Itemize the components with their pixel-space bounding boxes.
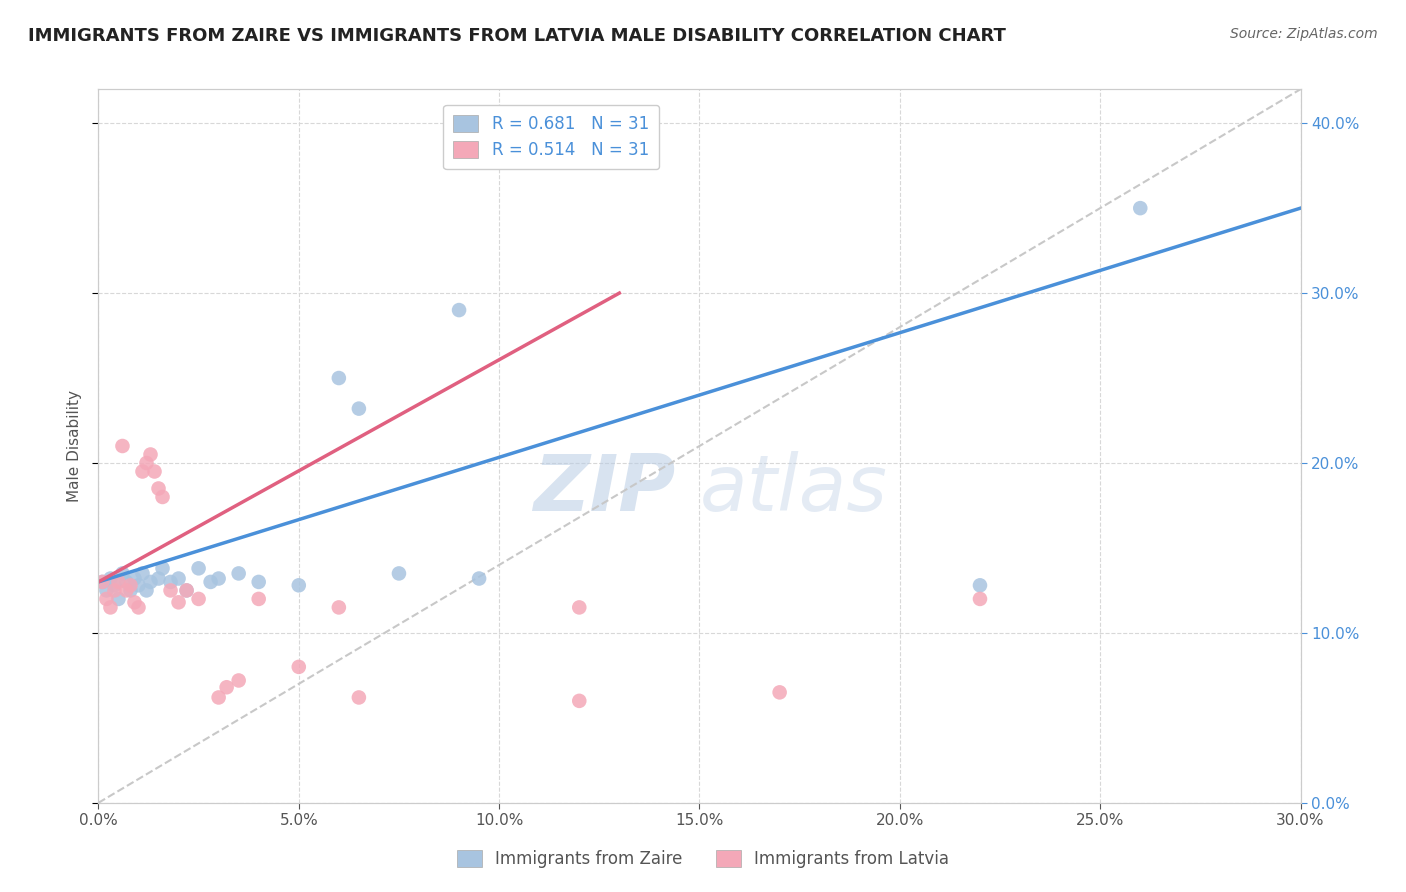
Point (228, 673, 250, 688)
Point (148, 482, 170, 496)
Text: IMMIGRANTS FROM ZAIRE VS IMMIGRANTS FROM LATVIA MALE DISABILITY CORRELATION CHAR: IMMIGRANTS FROM ZAIRE VS IMMIGRANTS FROM… (28, 27, 1007, 45)
Point (208, 690, 231, 705)
Text: Source: ZipAtlas.com: Source: ZipAtlas.com (1230, 27, 1378, 41)
Point (568, 694, 591, 708)
Y-axis label: Male Disability: Male Disability (66, 390, 82, 502)
Point (447, 303, 470, 318)
Point (208, 572, 231, 586)
Point (131, 465, 153, 479)
Point (152, 490, 174, 504)
Point (152, 561, 174, 575)
Point (139, 448, 162, 462)
Legend: Immigrants from Zaire, Immigrants from Latvia: Immigrants from Zaire, Immigrants from L… (450, 843, 956, 875)
Point (107, 591, 129, 606)
Point (187, 591, 209, 606)
Point (187, 561, 209, 575)
Point (328, 600, 350, 615)
Point (215, 680, 238, 694)
Point (111, 439, 134, 453)
Point (167, 572, 190, 586)
Point (769, 685, 792, 699)
Point (176, 583, 198, 598)
Text: ZIP: ZIP (533, 450, 675, 527)
Point (167, 595, 190, 609)
Point (124, 572, 146, 586)
Point (139, 574, 162, 589)
Point (135, 583, 157, 598)
Point (176, 583, 198, 598)
Point (124, 595, 146, 609)
Point (247, 574, 270, 589)
Point (91, 574, 114, 589)
Point (115, 574, 138, 589)
Point (120, 578, 142, 592)
Point (135, 456, 157, 470)
Point (969, 578, 991, 592)
Point (200, 574, 222, 589)
Point (111, 566, 134, 581)
Point (115, 583, 138, 598)
Point (347, 690, 370, 705)
Point (347, 401, 370, 416)
Text: atlas: atlas (700, 450, 887, 527)
Point (143, 465, 166, 479)
Point (107, 574, 129, 589)
Point (328, 371, 350, 385)
Point (388, 566, 411, 581)
Point (288, 578, 311, 592)
Point (128, 578, 150, 592)
Point (159, 574, 181, 589)
Point (468, 572, 491, 586)
Point (969, 591, 991, 606)
Point (100, 572, 122, 586)
Point (568, 600, 591, 615)
Point (1129, 201, 1152, 215)
Point (159, 583, 181, 598)
Point (91, 574, 114, 589)
Point (120, 583, 142, 598)
Point (100, 600, 122, 615)
Point (228, 566, 250, 581)
Point (96, 591, 118, 606)
Point (288, 660, 311, 674)
Point (103, 583, 125, 598)
Point (131, 566, 153, 581)
Point (148, 572, 170, 586)
Point (96, 583, 118, 598)
Point (103, 578, 125, 592)
Point (128, 600, 150, 615)
Point (247, 591, 270, 606)
Legend: R = 0.681   N = 31, R = 0.514   N = 31: R = 0.681 N = 31, R = 0.514 N = 31 (443, 104, 659, 169)
